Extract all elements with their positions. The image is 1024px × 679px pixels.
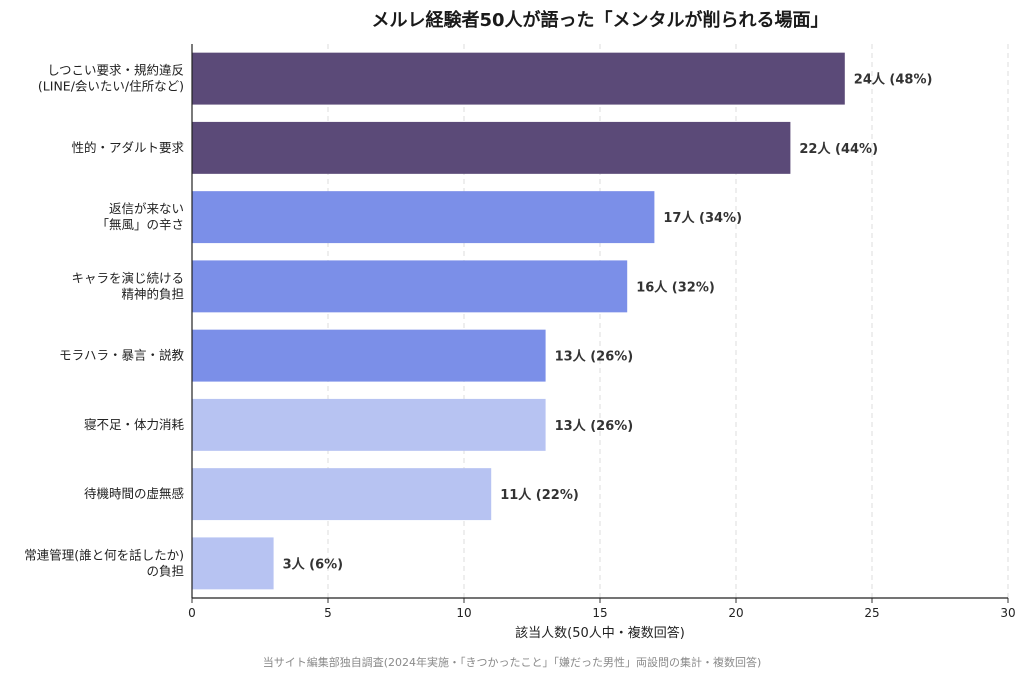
bar [192, 52, 845, 105]
x-tick-label: 15 [592, 606, 607, 620]
category-labels: しつこい要求・規約違反(LINE/会いたい/住所など) 性的・アダルト要求返信が来… [24, 63, 184, 579]
bars [192, 52, 845, 590]
category-label: の負担 [146, 563, 184, 578]
x-tick-label: 0 [188, 606, 196, 620]
bar-value-label: 17人 (34%) [663, 210, 742, 226]
category-label: 寝不足・体力消耗 [84, 417, 185, 432]
x-axis-label: 該当人数(50人中・複数回答) [515, 626, 685, 641]
x-tick-label: 25 [864, 606, 879, 620]
category-label: キャラを演じ続ける [71, 270, 184, 285]
category-label: (LINE/会いたい/住所など) [38, 79, 184, 94]
x-tick-label: 20 [728, 606, 743, 620]
bar-value-label: 13人 (26%) [555, 418, 634, 434]
bar [192, 398, 546, 451]
bar-value-label: 3人 (6%) [283, 556, 344, 572]
bar [192, 121, 791, 174]
bar [192, 191, 655, 244]
category-label: 返信が来ない [109, 201, 184, 216]
category-label: 性的・アダルト要求 [71, 140, 184, 155]
bar [192, 537, 274, 590]
source-note: 当サイト編集部独自調査(2024年実施・「きつかったこと」「嫌だった男性」両設問… [262, 656, 762, 669]
category-label: 待機時間の虚無感 [84, 486, 184, 501]
value-labels: 24人 (48%) 22人 (44%) 17人 (34%) 16人 (32%) 13人 … [283, 72, 933, 573]
category-label: しつこい要求・規約違反 [47, 63, 184, 78]
bar [192, 260, 628, 313]
bar-value-label: 22人 (44%) [799, 141, 878, 157]
bar-value-label: 16人 (32%) [636, 279, 715, 295]
category-label: 常連管理(誰と何を話したか) [24, 547, 184, 562]
x-tick-label: 5 [324, 606, 332, 620]
x-tick-label: 30 [1000, 606, 1015, 620]
bar [192, 468, 492, 521]
bar-value-label: 24人 (48%) [854, 72, 933, 88]
bar [192, 329, 546, 382]
axes: 0 5 10 15 20 25 30 [188, 44, 1016, 620]
category-label: 精神的負担 [121, 286, 184, 301]
bar-value-label: 13人 (26%) [555, 349, 634, 365]
x-tick-label: 10 [456, 606, 471, 620]
chart-title: メルレ経験者50人が語った「メンタルが削られる場面」 [371, 10, 829, 31]
bar-value-label: 11人 (22%) [500, 487, 579, 503]
category-label: 「無風」の辛さ [96, 217, 184, 232]
category-label: モラハラ・暴言・説教 [59, 348, 184, 363]
